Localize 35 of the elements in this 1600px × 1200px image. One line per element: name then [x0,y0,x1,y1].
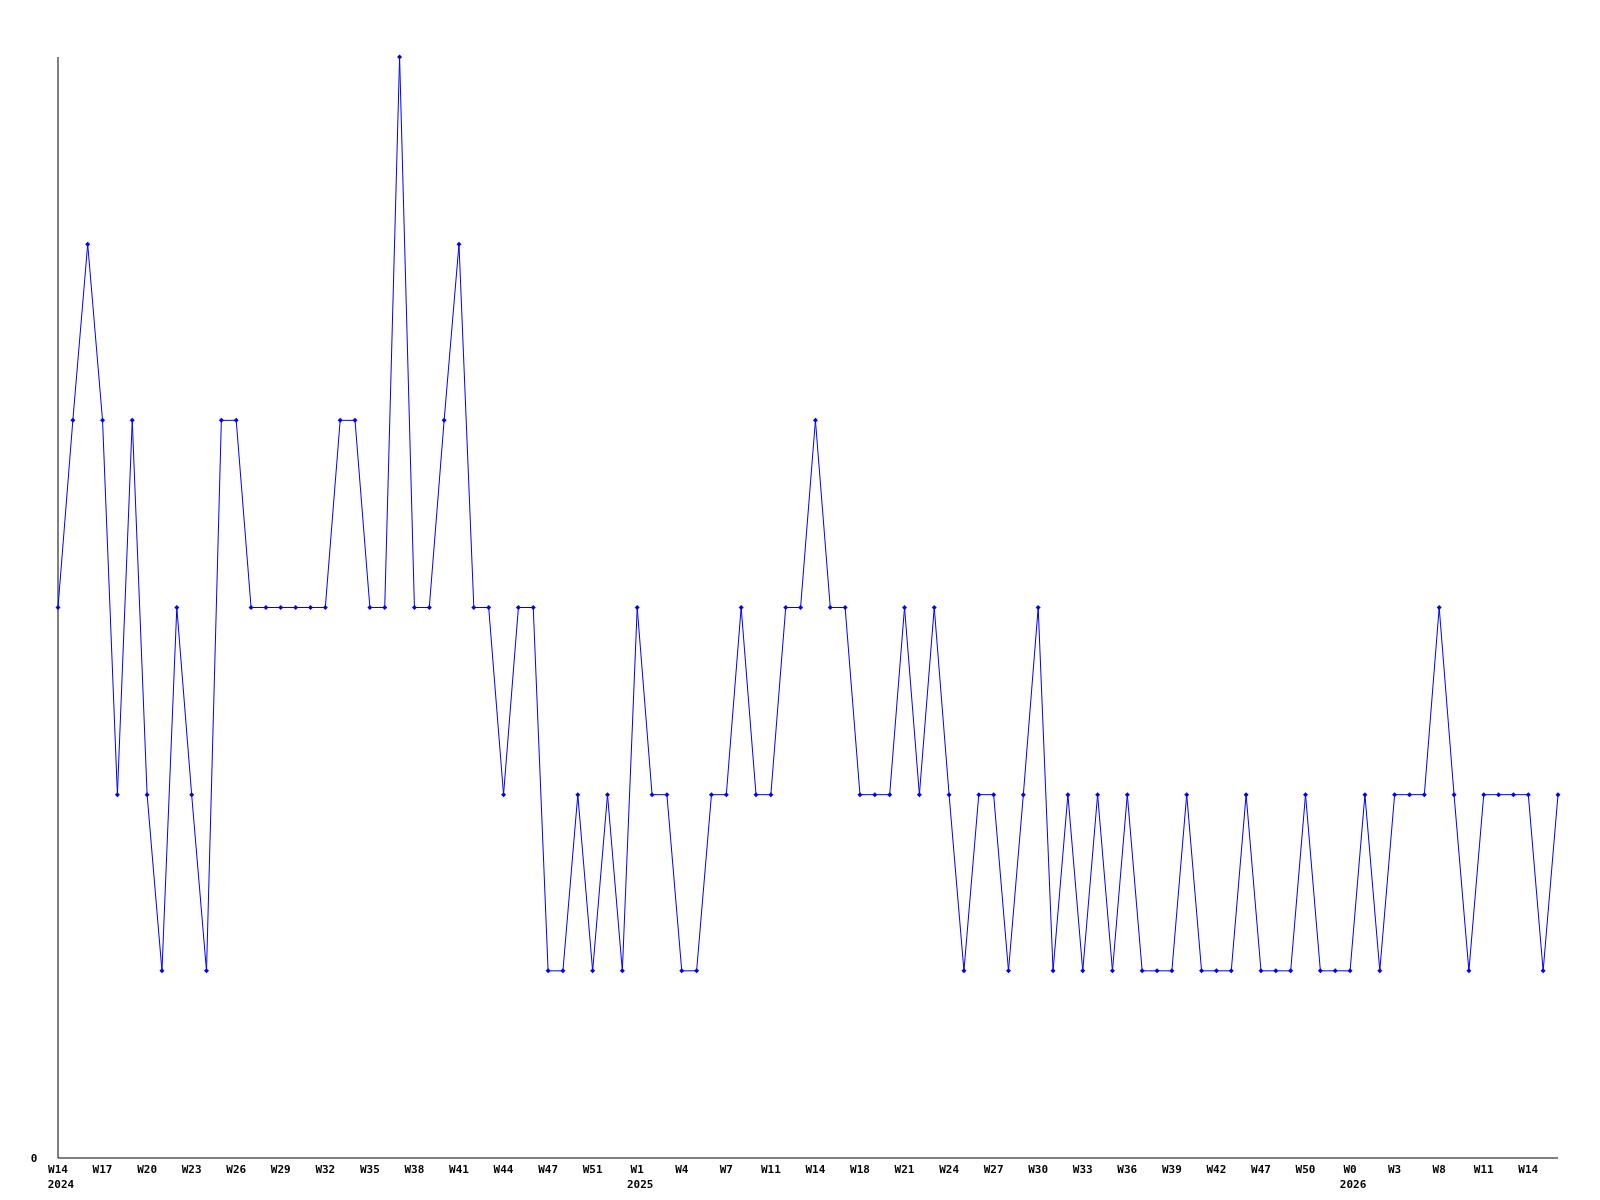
x-tick-label: W24 [939,1163,960,1176]
x-tick-label: W26 [226,1163,247,1176]
x-tick-label: W33 [1072,1163,1093,1176]
x-tick-label: W42 [1206,1163,1227,1176]
x-tick-label: W32 [315,1163,336,1176]
x-tick-label: W14 [1518,1163,1539,1176]
x-tick-label: W18 [850,1163,870,1176]
x-tick-label: W7 [719,1163,733,1176]
x-tick-label: W41 [449,1163,470,1176]
x-tick-label: W47 [1251,1163,1271,1176]
x-tick-label: W47 [538,1163,559,1176]
x-tick-label: W21 [894,1163,915,1176]
x-tick-label: W29 [270,1163,291,1176]
x-tick-label: W14 [805,1163,826,1176]
x-tick-label: W36 [1117,1163,1138,1176]
x-tick-label: W20 [137,1163,158,1176]
x-tick-label: W11 [760,1163,782,1176]
text: 0 [30,1151,38,1165]
x-tick-label: W8 [1432,1163,1446,1176]
x-tick-label: W44 [493,1163,514,1176]
x-tick-label: W17 [92,1163,113,1176]
x-tick-label: W35 [359,1163,380,1176]
x-tick-label: W39 [1161,1163,1182,1176]
x-tick-label: W0 2026 [1339,1163,1367,1191]
x-tick-label: W3 [1388,1163,1402,1176]
x-tick-label: W1 2025 [626,1163,654,1191]
x-tick-label: W30 [1028,1163,1049,1176]
x-tick-label: W50 [1295,1163,1316,1176]
x-tick-label: W27 [983,1163,1004,1176]
x-tick-label: W23 [181,1163,202,1176]
x-tick-label: W38 [404,1163,425,1176]
x-tick-label: W14 2024 [47,1163,75,1191]
x-tick-label: W4 [675,1163,689,1176]
x-tick-label: W51 [582,1163,603,1176]
x-tick-label: W11 [1473,1163,1495,1176]
